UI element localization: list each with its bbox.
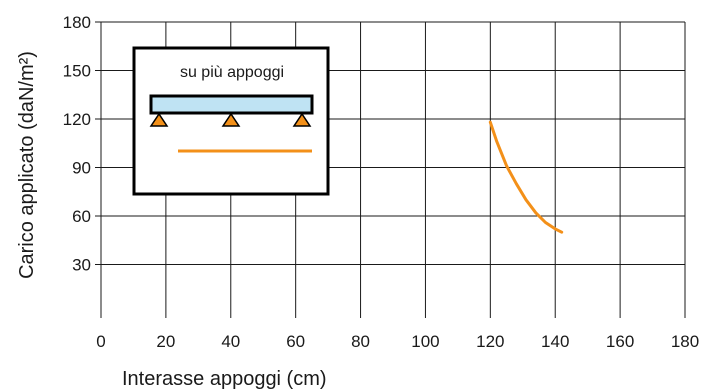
x-tick-label: 160	[606, 332, 634, 351]
series-line	[488, 120, 564, 234]
y-tick-labels: 30 60 90 120 150 180	[63, 13, 91, 275]
y-tick-label: 60	[72, 207, 91, 226]
x-tick-label: 0	[96, 332, 105, 351]
x-tick-label: 140	[541, 332, 569, 351]
y-tick-label: 180	[63, 13, 91, 32]
x-tick-label: 40	[221, 332, 240, 351]
inset-title: su più appoggi	[180, 64, 284, 81]
x-tick-label: 60	[286, 332, 305, 351]
y-tick-label: 150	[63, 62, 91, 81]
y-axis-title: Carico applicato (daN/m²)	[16, 51, 38, 279]
x-tick-label: 120	[476, 332, 504, 351]
x-tick-label: 100	[411, 332, 439, 351]
x-axis-title: Interasse appoggi (cm)	[122, 368, 327, 390]
y-tick-label: 30	[72, 256, 91, 275]
x-tick-label: 20	[156, 332, 175, 351]
support-icon	[149, 112, 169, 127]
x-tick-label: 80	[351, 332, 370, 351]
support-icon	[292, 112, 312, 127]
y-tick-label: 90	[72, 159, 91, 178]
inset-legend: su più appoggi	[132, 46, 330, 196]
series-layer	[488, 120, 564, 234]
x-tick-labels: 0 20 40 60 80 100 120 140 160 180	[96, 332, 699, 351]
support-icon	[221, 112, 241, 127]
beam-icon	[149, 94, 314, 115]
x-tick-label: 180	[671, 332, 699, 351]
y-tick-label: 120	[63, 110, 91, 129]
